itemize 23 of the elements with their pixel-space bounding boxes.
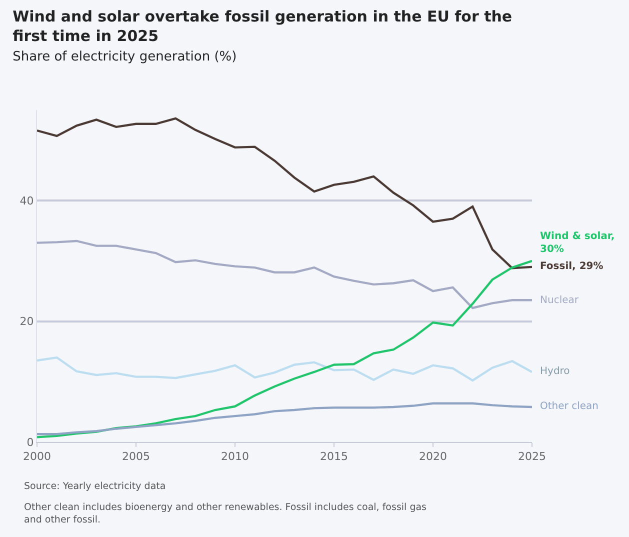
x-tick-label: 2020 [419, 450, 447, 464]
line-series [37, 117, 532, 270]
line-series [37, 356, 532, 382]
y-tick-label: 0 [26, 436, 34, 449]
line-series [37, 240, 532, 310]
x-tick-label: 2005 [122, 450, 150, 464]
x-tick-label: 2000 [23, 450, 51, 464]
annotation: Wind & solar, 30% [540, 231, 615, 255]
annotation: Fossil, 29% [540, 261, 604, 272]
series-label: Hydro [540, 366, 570, 377]
x-tick-label: 2015 [320, 450, 348, 464]
chart-subtitle: Share of electricity generation (%) [12, 49, 237, 64]
y-tick-label: 40 [20, 194, 34, 208]
x-tick-label: 2010 [221, 450, 249, 464]
series-label: Nuclear [540, 295, 580, 306]
y-tick-label: 20 [20, 315, 34, 328]
source-note: Source: Yearly electricity data [24, 481, 166, 492]
text: Other clean includes bioenergy and other renewables. Fossil includes coal, fossil gas and other fossil. [24, 502, 427, 526]
line-series [37, 260, 532, 438]
chart-title: Wind and solar overtake fossil generation in the EU for the first time in 2025 [12, 7, 512, 45]
x-tick-label: 2025 [518, 450, 546, 464]
line-series [37, 402, 532, 436]
series-label: Other clean [540, 401, 598, 412]
